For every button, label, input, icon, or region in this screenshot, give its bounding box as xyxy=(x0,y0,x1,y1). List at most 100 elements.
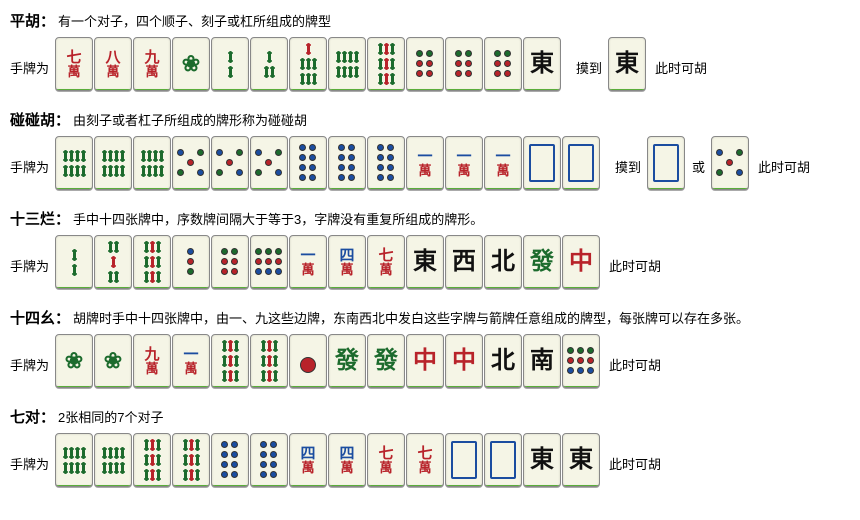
section-title: 七对 xyxy=(10,406,40,427)
tile-b8 xyxy=(55,136,93,190)
tile-group: 四萬四萬七萬七萬東東 xyxy=(55,433,601,493)
tile-b9 xyxy=(133,433,171,487)
tile-d9 xyxy=(250,235,288,289)
tile-b8 xyxy=(328,37,366,91)
row-suffix: 此时可胡 xyxy=(609,355,661,374)
section-title: 碰碰胡 xyxy=(10,109,55,130)
section-header: 平胡：有一个对子，四个顺子、刻子或杠所组成的牌型 xyxy=(10,10,860,31)
hand-row: 手牌为七萬八萬九萬❀東摸到東此时可胡 xyxy=(10,37,860,97)
colon: ： xyxy=(40,10,55,31)
tile-d5 xyxy=(211,136,249,190)
tile-b2 xyxy=(55,235,93,289)
tile-d5 xyxy=(711,136,749,190)
tile-w1: 一萬 xyxy=(406,136,444,190)
tile-group xyxy=(711,136,750,196)
tile-d9 xyxy=(562,334,600,388)
tile-w7: 七萬 xyxy=(55,37,93,91)
section: 七对：2张相同的7个对子手牌为四萬四萬七萬七萬東東此时可胡 xyxy=(10,406,860,493)
tile-b9 xyxy=(172,433,210,487)
section-header: 七对：2张相同的7个对子 xyxy=(10,406,860,427)
tile-b2 xyxy=(211,37,249,91)
tile-b9 xyxy=(367,37,405,91)
tile-N: 北 xyxy=(484,334,522,388)
row-suffix: 此时可胡 xyxy=(655,58,707,77)
tile-E: 東 xyxy=(523,37,561,91)
tile-b1: ❀ xyxy=(55,334,93,388)
colon: ： xyxy=(55,307,70,328)
tile-S: 南 xyxy=(523,334,561,388)
section: 平胡：有一个对子，四个顺子、刻子或杠所组成的牌型手牌为七萬八萬九萬❀東摸到東此时… xyxy=(10,10,860,97)
tile-w4: 四萬 xyxy=(289,433,327,487)
row-suffix: 此时可胡 xyxy=(609,454,661,473)
section: 碰碰胡：由刻子或者杠子所组成的牌形称为碰碰胡手牌为一萬一萬一萬摸到或此时可胡 xyxy=(10,109,860,196)
tile-d6 xyxy=(445,37,483,91)
tile-w1: 一萬 xyxy=(445,136,483,190)
section-title: 十四幺 xyxy=(10,307,55,328)
tile-d8 xyxy=(289,136,327,190)
tile-d5 xyxy=(172,136,210,190)
tile-E: 東 xyxy=(406,235,444,289)
tile-d8 xyxy=(211,433,249,487)
tile-E: 東 xyxy=(562,433,600,487)
tile-Fa: 發 xyxy=(367,334,405,388)
tile-d3 xyxy=(172,235,210,289)
mid-text: 摸到 xyxy=(615,157,641,176)
tile-b9 xyxy=(250,334,288,388)
tile-group: 一萬四萬七萬東西北發中 xyxy=(55,235,601,295)
section-title: 十三烂 xyxy=(10,208,55,229)
section-header: 碰碰胡：由刻子或者杠子所组成的牌形称为碰碰胡 xyxy=(10,109,860,130)
hand-row: 手牌为四萬四萬七萬七萬東東此时可胡 xyxy=(10,433,860,493)
section-desc: 手中十四张牌中，序数牌间隔大于等于3，字牌没有重复所组成的牌形。 xyxy=(73,209,483,228)
tile-w8: 八萬 xyxy=(94,37,132,91)
mid-text: 或 xyxy=(692,157,705,176)
tile-w7: 七萬 xyxy=(367,433,405,487)
tile-Bai xyxy=(647,136,685,190)
tile-w1: 一萬 xyxy=(484,136,522,190)
section-desc: 胡牌时手中十四张牌中，由一、九这些边牌，东南西北中发白这些字牌与箭牌任意组成的牌… xyxy=(73,308,749,327)
tile-d1 xyxy=(289,334,327,388)
tile-N: 北 xyxy=(484,235,522,289)
row-prefix: 手牌为 xyxy=(10,256,49,275)
tile-Bai xyxy=(445,433,483,487)
tile-b8 xyxy=(94,136,132,190)
tile-d6 xyxy=(211,235,249,289)
tile-b9 xyxy=(211,334,249,388)
tile-b8 xyxy=(94,433,132,487)
hand-row: 手牌为一萬一萬一萬摸到或此时可胡 xyxy=(10,136,860,196)
row-suffix: 此时可胡 xyxy=(758,157,810,176)
tile-b7 xyxy=(289,37,327,91)
tile-d5 xyxy=(250,136,288,190)
tile-w7: 七萬 xyxy=(367,235,405,289)
tile-w9: 九萬 xyxy=(133,37,171,91)
colon: ： xyxy=(55,109,70,130)
section: 十四幺：胡牌时手中十四张牌中，由一、九这些边牌，东南西北中发白这些字牌与箭牌任意… xyxy=(10,307,860,394)
tile-E: 東 xyxy=(608,37,646,91)
tile-b1: ❀ xyxy=(94,334,132,388)
tile-w4: 四萬 xyxy=(328,235,366,289)
tile-E: 東 xyxy=(523,433,561,487)
row-prefix: 手牌为 xyxy=(10,454,49,473)
section-desc: 有一个对子，四个顺子、刻子或杠所组成的牌型 xyxy=(58,11,331,30)
tile-b8 xyxy=(55,433,93,487)
row-prefix: 手牌为 xyxy=(10,355,49,374)
tile-d8 xyxy=(328,136,366,190)
mahjong-rules-sheet: 平胡：有一个对子，四个顺子、刻子或杠所组成的牌型手牌为七萬八萬九萬❀東摸到東此时… xyxy=(10,10,860,493)
tile-Bai xyxy=(484,433,522,487)
tile-b9 xyxy=(133,235,171,289)
tile-Bai xyxy=(562,136,600,190)
row-prefix: 手牌为 xyxy=(10,58,49,77)
tile-Zh: 中 xyxy=(562,235,600,289)
tile-Fa: 發 xyxy=(523,235,561,289)
colon: ： xyxy=(55,208,70,229)
hand-row: 手牌为一萬四萬七萬東西北發中此时可胡 xyxy=(10,235,860,295)
tile-group xyxy=(647,136,686,196)
section: 十三烂：手中十四张牌中，序数牌间隔大于等于3，字牌没有重复所组成的牌形。手牌为一… xyxy=(10,208,860,295)
tile-d8 xyxy=(250,433,288,487)
tile-w4: 四萬 xyxy=(328,433,366,487)
section-title: 平胡 xyxy=(10,10,40,31)
section-header: 十四幺：胡牌时手中十四张牌中，由一、九这些边牌，东南西北中发白这些字牌与箭牌任意… xyxy=(10,307,860,328)
tile-group: 一萬一萬一萬 xyxy=(55,136,601,196)
section-desc: 2张相同的7个对子 xyxy=(58,407,163,426)
tile-b5 xyxy=(94,235,132,289)
tile-d8 xyxy=(367,136,405,190)
